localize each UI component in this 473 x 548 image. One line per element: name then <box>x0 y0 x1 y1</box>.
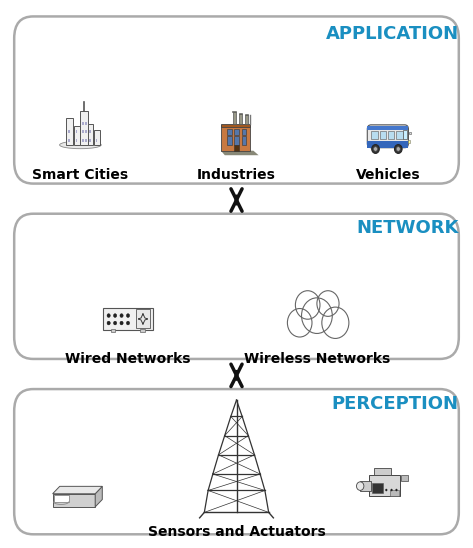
Bar <box>234 129 238 135</box>
Circle shape <box>120 321 123 325</box>
Text: Sensors and Actuators: Sensors and Actuators <box>148 525 325 539</box>
Circle shape <box>302 298 332 333</box>
Text: Smart Cities: Smart Cities <box>32 168 129 182</box>
Polygon shape <box>53 487 102 494</box>
Bar <box>94 130 100 145</box>
Circle shape <box>107 321 110 325</box>
Circle shape <box>396 147 400 151</box>
Polygon shape <box>221 151 259 155</box>
Bar <box>233 112 236 124</box>
Circle shape <box>372 145 379 153</box>
Bar <box>374 469 391 475</box>
Bar <box>235 145 239 151</box>
Bar <box>239 113 242 124</box>
Bar <box>76 139 77 141</box>
Bar <box>88 124 93 145</box>
Text: PERCEPTION: PERCEPTION <box>332 395 459 413</box>
FancyBboxPatch shape <box>14 16 459 184</box>
Bar <box>409 132 411 134</box>
Circle shape <box>357 482 364 490</box>
Bar <box>367 141 408 148</box>
Circle shape <box>374 147 377 151</box>
Bar <box>221 125 250 151</box>
Bar <box>408 140 410 143</box>
Circle shape <box>394 145 402 153</box>
Bar <box>86 122 88 125</box>
Bar <box>390 490 399 496</box>
Circle shape <box>295 290 320 319</box>
Bar <box>234 136 238 145</box>
Bar <box>68 139 70 141</box>
Bar <box>81 130 84 133</box>
Bar <box>68 130 70 133</box>
Bar <box>221 124 250 127</box>
Bar <box>367 127 408 130</box>
Circle shape <box>120 313 123 317</box>
Bar <box>74 125 79 145</box>
Circle shape <box>107 313 110 317</box>
Bar <box>66 118 73 145</box>
Circle shape <box>385 489 387 491</box>
Bar <box>403 130 407 139</box>
Circle shape <box>288 309 312 337</box>
Circle shape <box>322 307 349 339</box>
Circle shape <box>317 290 339 316</box>
Circle shape <box>126 313 130 317</box>
Polygon shape <box>53 494 95 507</box>
Bar <box>86 130 88 133</box>
Text: APPLICATION: APPLICATION <box>326 25 459 43</box>
Bar <box>86 139 88 141</box>
FancyBboxPatch shape <box>367 125 408 148</box>
Bar <box>80 111 88 145</box>
Circle shape <box>114 313 117 317</box>
Circle shape <box>126 321 130 325</box>
Bar <box>136 310 150 328</box>
Bar <box>380 131 386 139</box>
Bar <box>96 139 97 141</box>
Bar <box>242 136 246 145</box>
FancyBboxPatch shape <box>14 214 459 359</box>
Text: NETWORK: NETWORK <box>357 219 459 237</box>
Bar <box>360 481 371 492</box>
Bar <box>245 115 248 124</box>
Bar <box>89 139 91 141</box>
Text: Wired Networks: Wired Networks <box>65 352 191 366</box>
Bar <box>371 131 378 139</box>
Ellipse shape <box>60 141 101 149</box>
Bar <box>81 122 84 125</box>
Bar <box>111 329 115 332</box>
Polygon shape <box>53 495 69 502</box>
Bar <box>76 130 77 133</box>
Polygon shape <box>95 487 102 507</box>
Text: Wireless Networks: Wireless Networks <box>244 352 390 366</box>
Circle shape <box>114 321 117 325</box>
Bar <box>103 308 153 330</box>
Text: Vehicles: Vehicles <box>356 168 420 182</box>
Bar <box>232 111 236 112</box>
Circle shape <box>395 489 397 491</box>
Bar <box>227 136 232 145</box>
Text: Industries: Industries <box>197 168 276 182</box>
Circle shape <box>391 489 393 491</box>
Bar <box>285 321 349 337</box>
Bar <box>140 329 145 332</box>
Bar <box>81 139 84 141</box>
Bar <box>396 131 403 139</box>
Bar <box>242 129 246 135</box>
FancyBboxPatch shape <box>14 389 459 534</box>
Bar <box>372 483 383 493</box>
Bar <box>369 475 400 496</box>
Bar <box>388 131 394 139</box>
Bar <box>401 475 409 481</box>
Bar <box>227 129 232 135</box>
Bar <box>89 130 91 133</box>
